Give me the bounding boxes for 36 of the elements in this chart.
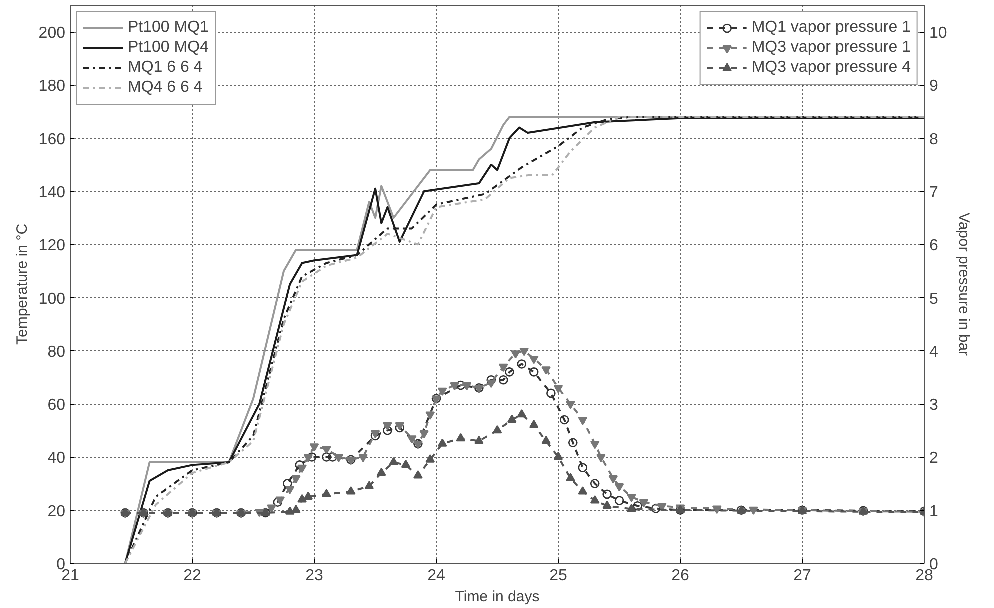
x-tick-label: 22: [184, 568, 202, 584]
x-tick-label: 25: [550, 568, 568, 584]
y2-tick-label: 2: [930, 450, 938, 468]
legend-label: Pt100 MQ1: [128, 19, 209, 37]
y2-tick-label: 6: [930, 238, 938, 255]
y2-tick-label: 1: [930, 503, 938, 520]
y-tick-label: 200: [38, 25, 66, 42]
y2-axis-title: Vapor pressure in bar: [955, 212, 972, 356]
y-tick-label: 20: [48, 503, 66, 520]
y2-tick-label: 10: [930, 25, 948, 42]
legend-label: MQ1 vapor pressure 1: [752, 19, 911, 37]
x-axis-title: Time in days: [455, 588, 540, 606]
legend-label: MQ4 6 6 4: [128, 79, 203, 97]
y-tick-label: 80: [48, 344, 66, 361]
y-tick-label: 100: [38, 290, 66, 308]
legend-label: MQ3 vapor pressure 1: [752, 39, 911, 57]
legend-label: MQ3 vapor pressure 4: [752, 59, 911, 77]
x-tick-label: 24: [428, 568, 446, 584]
y-tick-label: 160: [38, 131, 66, 148]
x-tick-label: 23: [306, 568, 324, 584]
y2-tick-label: 3: [930, 397, 938, 414]
legend-label: MQ1 6 6 4: [128, 59, 203, 77]
x-tick-label: 26: [672, 568, 690, 584]
y-tick-label: 40: [48, 450, 66, 468]
y-tick-label: 180: [38, 78, 66, 96]
y-tick-label: 60: [48, 397, 66, 414]
y2-tick-label: 8: [930, 131, 938, 148]
y2-tick-label: 7: [930, 184, 938, 202]
x-tick-label: 27: [794, 568, 812, 584]
y2-tick-label: 9: [930, 78, 938, 96]
legend-label: Pt100 MQ4: [128, 39, 209, 57]
y2-tick-label: 4: [930, 344, 938, 361]
y-axis-title: Temperature in °C: [14, 224, 31, 346]
y2-tick-label: 5: [930, 290, 938, 308]
y-tick-label: 120: [38, 238, 66, 255]
y-tick-label: 140: [38, 184, 66, 202]
